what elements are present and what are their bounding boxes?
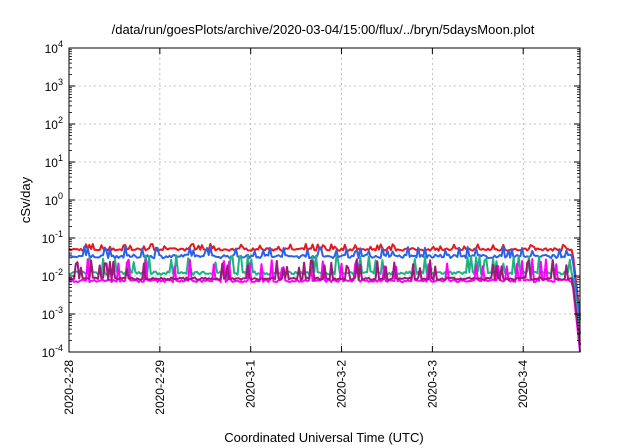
series-line [68, 258, 581, 353]
x-tick-label: 2020-3-3 [425, 360, 439, 408]
grid [69, 48, 580, 352]
y-tick-label: 10-1 [42, 229, 63, 246]
y-tick-label: 104 [45, 39, 63, 56]
series-layer [68, 242, 581, 353]
y-tick-label: 10-4 [42, 343, 63, 360]
x-tick-label: 2020-3-2 [335, 360, 349, 408]
x-axis-label: Coordinated Universal Time (UTC) [224, 430, 423, 445]
y-tick-label: 100 [45, 191, 63, 208]
y-tick-label: 10-3 [42, 305, 63, 322]
y-axis-label: cSv/day [18, 176, 33, 223]
chart-title: /data/run/goesPlots/archive/2020-03-04/1… [112, 22, 535, 37]
y-tick-label: 101 [45, 153, 63, 170]
x-axis: 2020-2-28 2020-2-29 2020-3-1 2020-3-2 2020-3… [62, 48, 530, 415]
y-tick-label: 103 [45, 77, 63, 94]
y-tick-label: 102 [45, 115, 63, 132]
x-tick-label: 2020-2-28 [62, 360, 76, 415]
series-line [68, 259, 581, 346]
y-axis: 104 103 102 101 100 10-1 10-2 10-3 10-4 [42, 39, 580, 360]
series-line [68, 242, 581, 316]
y-tick-label: 10-2 [42, 267, 63, 284]
x-tick-label: 2020-3-1 [244, 360, 258, 408]
series-line [68, 245, 581, 321]
x-tick-label: 2020-3-4 [516, 360, 530, 408]
x-tick-label: 2020-2-29 [153, 360, 167, 415]
